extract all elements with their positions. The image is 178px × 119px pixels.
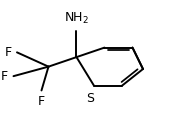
Text: F: F — [5, 46, 12, 59]
Text: F: F — [38, 95, 45, 108]
Text: F: F — [1, 70, 8, 83]
Text: NH$_2$: NH$_2$ — [64, 11, 89, 26]
Text: S: S — [87, 92, 95, 105]
